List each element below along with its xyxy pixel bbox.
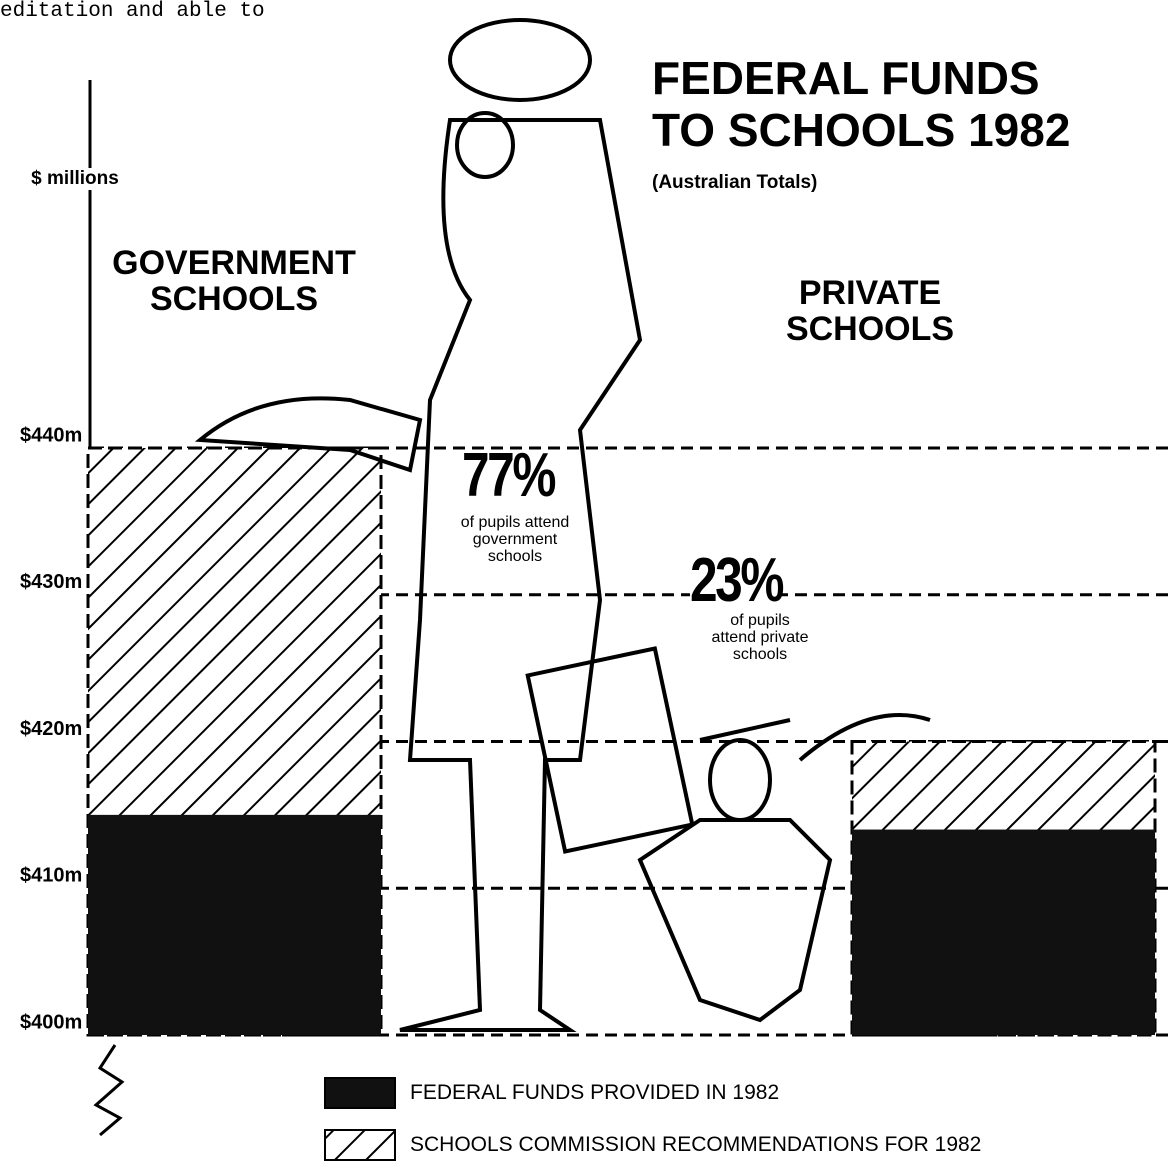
- y-axis-label: $ millions: [20, 168, 130, 190]
- x-tick-label: PRIVATE SCHOOLS: [770, 275, 970, 347]
- bar: [852, 830, 1155, 1035]
- legend-label: SCHOOLS COMMISSION RECOMMENDATIONS FOR 1…: [410, 1133, 981, 1157]
- annotation: 77%: [462, 440, 554, 511]
- bar: [88, 815, 381, 1035]
- legend-swatch: [325, 1130, 395, 1160]
- chart-subtitle: (Australian Totals): [652, 172, 817, 194]
- page: $400m $410m $420m $430m $440m editation and …: [0, 0, 1168, 1162]
- chart: $400m $410m $420m $430m $440m: [0, 0, 1168, 1162]
- annotation: of pupils attend government schools: [460, 514, 570, 565]
- y-tick-label: $420m: [20, 718, 82, 740]
- y-tick-label: $410m: [20, 865, 82, 887]
- legend-label: FEDERAL FUNDS PROVIDED IN 1982: [410, 1081, 779, 1105]
- x-tick-label: GOVERNMENT SCHOOLS: [84, 245, 384, 317]
- annotation: 23%: [690, 545, 782, 616]
- chart-title: FEDERAL FUNDS TO SCHOOLS 1982: [652, 52, 1092, 156]
- page-fragment: editation and able to: [0, 0, 265, 23]
- annotation: of pupils attend private schools: [710, 612, 810, 663]
- y-tick-label: $430m: [20, 571, 82, 593]
- y-tick-label: $440m: [20, 424, 82, 446]
- legend-swatch: [325, 1078, 395, 1108]
- axis-break: [96, 1045, 122, 1135]
- y-tick-label: $400m: [20, 1011, 82, 1033]
